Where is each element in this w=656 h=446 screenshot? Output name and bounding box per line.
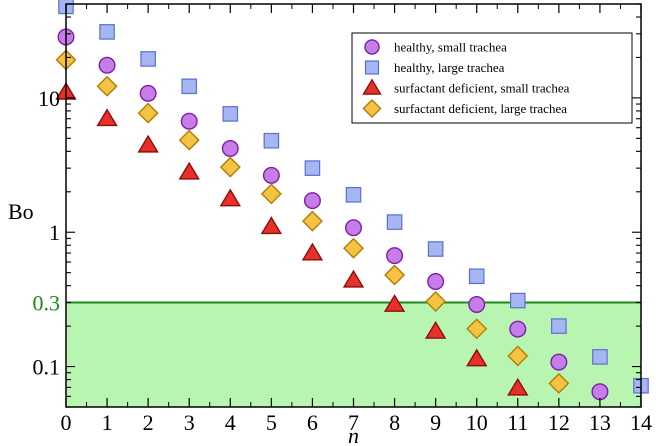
data-point-square [551, 318, 567, 334]
data-point-circle [386, 247, 404, 265]
data-point-diamond [301, 210, 323, 232]
data-point-square [386, 214, 403, 230]
legend-marker-diamond [362, 98, 382, 119]
x-tick-label: 11 [507, 410, 528, 435]
data-point-circle [98, 56, 116, 74]
data-point-triangle [424, 320, 447, 339]
y-tick-label: 0.1 [33, 355, 61, 380]
data-point-square [263, 132, 280, 149]
data-point-square [468, 268, 485, 285]
legend-label: surfactant deficient, large trachea [394, 101, 567, 116]
series-circle [57, 28, 609, 401]
data-point-diamond [219, 156, 241, 178]
data-point-triangle [260, 216, 283, 235]
data-point-circle [468, 295, 486, 313]
data-point-circle [139, 84, 157, 102]
data-point-diamond [425, 291, 447, 312]
legend-marker-square [364, 60, 380, 75]
legend-label: healthy, large trachea [394, 60, 505, 75]
x-tick-label: 12 [548, 410, 570, 435]
x-tick-label: 7 [348, 410, 359, 435]
legend-label: healthy, small trachea [394, 40, 507, 55]
data-point-square [140, 51, 156, 67]
x-tick-label: 1 [102, 410, 113, 435]
data-point-diamond [507, 345, 529, 367]
data-point-circle [262, 166, 280, 184]
x-tick-label: 6 [307, 410, 318, 435]
data-point-circle [509, 320, 527, 338]
data-point-diamond [466, 318, 488, 340]
y-axis-label: Bo [8, 199, 34, 224]
x-tick-label: 10 [466, 410, 488, 435]
x-tick-label: 3 [184, 410, 195, 435]
data-point-triangle [178, 161, 200, 180]
series-diamond [55, 49, 570, 394]
data-point-circle [345, 219, 363, 237]
data-point-diamond [178, 129, 200, 151]
threshold-region [66, 302, 641, 407]
data-point-diamond [548, 372, 570, 394]
data-point-circle [591, 383, 609, 401]
x-tick-label: 9 [430, 410, 441, 435]
x-axis-label: n [348, 423, 359, 446]
data-point-diamond [260, 183, 282, 205]
data-point-square [222, 106, 239, 122]
data-point-diamond [384, 264, 406, 286]
data-point-circle [221, 140, 239, 158]
data-point-square [304, 160, 321, 176]
data-point-triangle [219, 188, 241, 207]
y-tick-label: 1 [49, 220, 60, 245]
data-point-diamond [343, 237, 364, 259]
data-point-square [345, 186, 362, 203]
x-tick-label: 2 [143, 410, 154, 435]
legend-label: surfactant deficient, small trachea [394, 81, 570, 96]
data-point-diamond [96, 75, 118, 97]
data-point-circle [180, 112, 198, 130]
data-point-triangle [507, 377, 529, 396]
data-point-triangle [96, 108, 118, 127]
x-tick-label: 0 [61, 410, 72, 435]
data-point-triangle [466, 348, 488, 367]
legend-marker-triangle [362, 78, 382, 95]
data-point-square [99, 24, 115, 40]
series-triangle [55, 81, 529, 396]
legend-marker-circle [364, 39, 380, 55]
data-point-triangle [342, 269, 365, 288]
data-point-triangle [301, 242, 324, 261]
data-point-circle [303, 192, 321, 210]
data-point-square [181, 78, 198, 95]
data-point-square [592, 349, 608, 365]
x-tick-label: 14 [630, 410, 652, 435]
threshold-label: 0.3 [33, 290, 61, 315]
data-point-circle [427, 272, 445, 290]
x-tick-label: 5 [266, 410, 277, 435]
y-tick-label: 10 [38, 86, 60, 111]
data-point-square [427, 241, 444, 257]
data-point-triangle [383, 294, 406, 312]
x-tick-label: 13 [589, 410, 611, 435]
data-point-triangle [137, 134, 159, 153]
data-point-diamond [137, 102, 159, 124]
legend: healthy, small trachea healthy, large tra… [351, 32, 633, 124]
legend-box [351, 32, 633, 124]
data-point-square [509, 292, 526, 309]
x-tick-label: 4 [225, 410, 236, 435]
x-tick-label: 8 [389, 410, 400, 435]
data-point-circle [550, 353, 568, 371]
